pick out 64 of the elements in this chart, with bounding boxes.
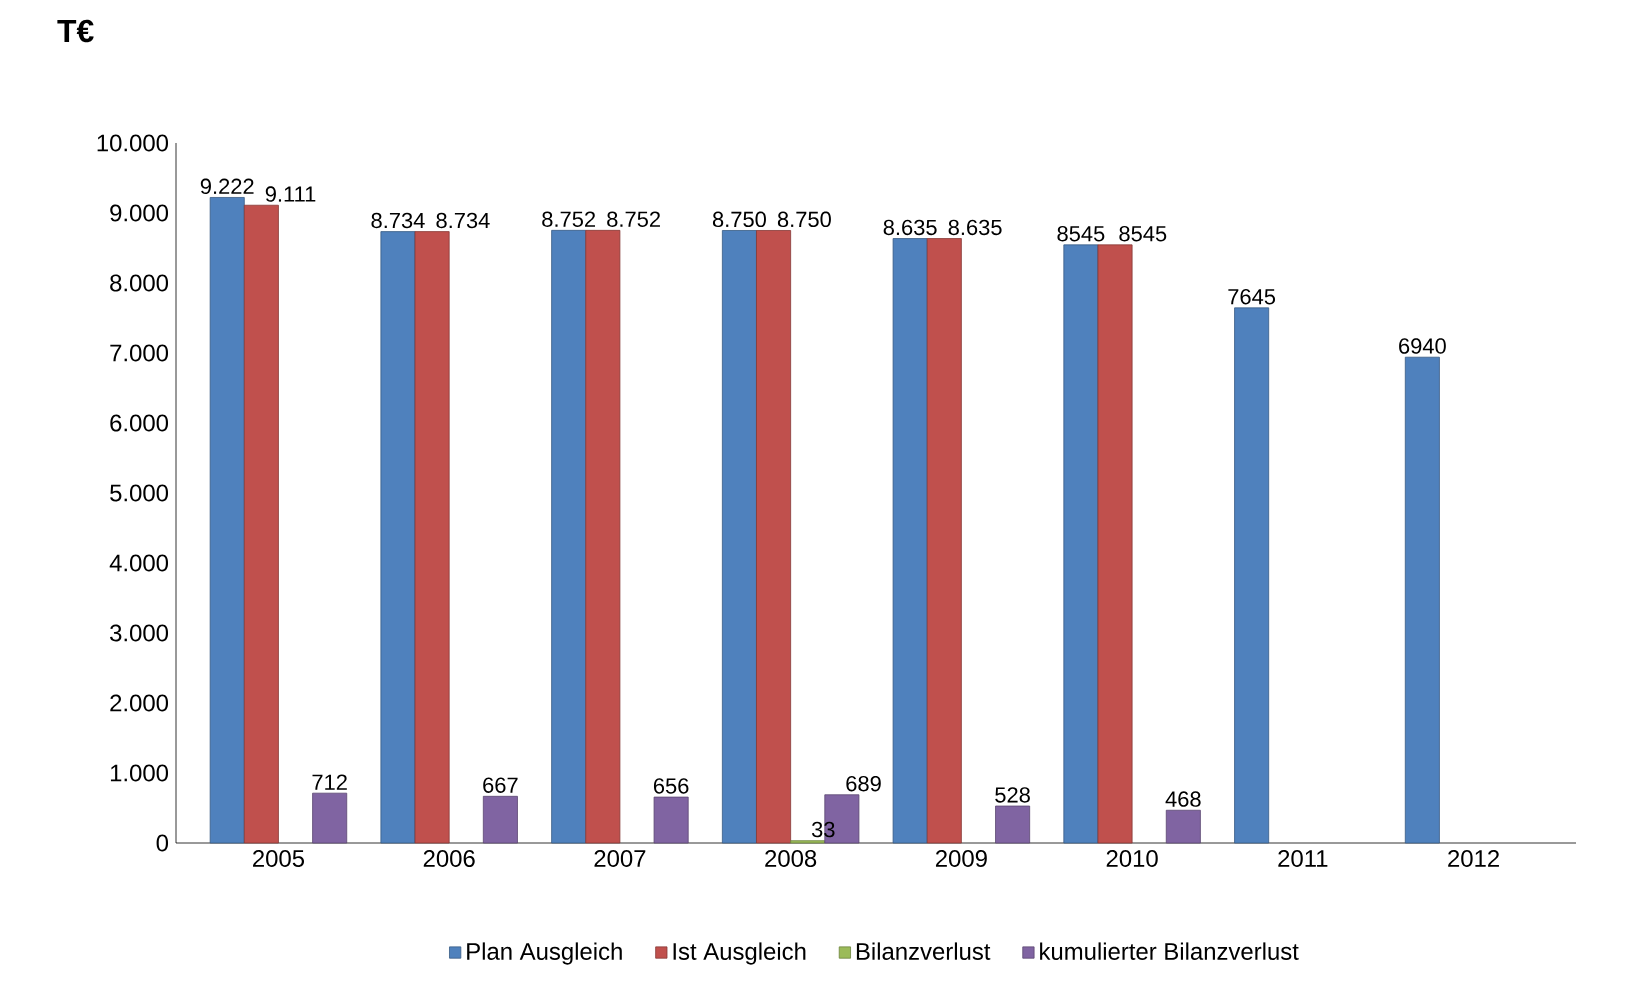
bar [1165, 809, 1201, 844]
data-label: 8.734 [436, 212, 490, 229]
bar [892, 238, 928, 844]
y-tick-label: 1.000 [110, 764, 169, 782]
bar [414, 231, 450, 844]
x-tick-label: 2006 [423, 850, 475, 867]
data-label: 8.635 [883, 219, 937, 236]
y-tick-label: 6.000 [110, 414, 169, 432]
bar [482, 795, 518, 844]
chart-title: T€ [57, 19, 94, 43]
data-label: 528 [995, 787, 1030, 803]
y-tick-label: 8.000 [110, 274, 169, 292]
bar [926, 238, 962, 844]
data-label: 6940 [1399, 338, 1446, 354]
bar [312, 792, 348, 844]
data-label: 468 [1165, 791, 1201, 807]
data-label: 667 [483, 777, 518, 793]
data-label: 712 [312, 774, 347, 790]
legend-label: Bilanzverlust [856, 942, 991, 960]
data-label: 8.752 [542, 211, 596, 227]
data-label: 8.734 [371, 212, 425, 229]
data-label: 8545 [1057, 225, 1105, 242]
x-tick-label: 2012 [1448, 850, 1499, 867]
bar [1404, 356, 1440, 844]
data-label: 8.635 [948, 219, 1002, 236]
y-tick-label: 9.000 [110, 204, 169, 222]
x-tick-label: 2007 [594, 850, 646, 867]
data-label: 8.752 [607, 211, 660, 227]
bar [380, 231, 416, 844]
y-tick-label: 2.000 [110, 694, 169, 712]
bar [585, 229, 621, 844]
data-label: 689 [846, 775, 881, 792]
bar [1097, 244, 1133, 844]
y-tick-label: 3.000 [110, 624, 169, 642]
bar [653, 796, 689, 844]
bar [1063, 244, 1099, 844]
data-label: 9.222 [200, 178, 254, 195]
y-tick-label: 0 [156, 834, 169, 852]
data-label: 8.750 [712, 211, 766, 228]
data-label: 8545 [1119, 225, 1167, 242]
legend-label: kumulierter Bilanzverlust [1040, 942, 1299, 960]
bar [209, 197, 245, 844]
bar [1234, 307, 1270, 844]
data-label: 8.750 [777, 211, 831, 228]
x-tick-label: 2005 [253, 850, 305, 867]
data-label: 9.111 [265, 186, 316, 202]
bar [995, 805, 1031, 844]
y-tick-label: 5.000 [110, 484, 169, 502]
y-tick-label: 4.000 [109, 554, 169, 572]
x-tick-label: 2008 [765, 850, 817, 867]
bar [243, 204, 279, 844]
x-tick-label: 2011 [1278, 850, 1328, 867]
legend-label: Plan Ausgleich [467, 942, 622, 965]
y-tick-label: 7.000 [110, 344, 169, 362]
data-label: 656 [653, 778, 689, 794]
x-tick-label: 2010 [1106, 850, 1158, 867]
bar [721, 230, 757, 844]
data-label: 7645 [1228, 288, 1276, 305]
bar [551, 229, 587, 844]
legend-label: Ist Ausgleich [673, 942, 806, 965]
bar [756, 230, 792, 844]
bar [790, 840, 826, 844]
x-tick-label: 2009 [935, 850, 987, 867]
y-tick-label: 10.000 [97, 134, 169, 152]
